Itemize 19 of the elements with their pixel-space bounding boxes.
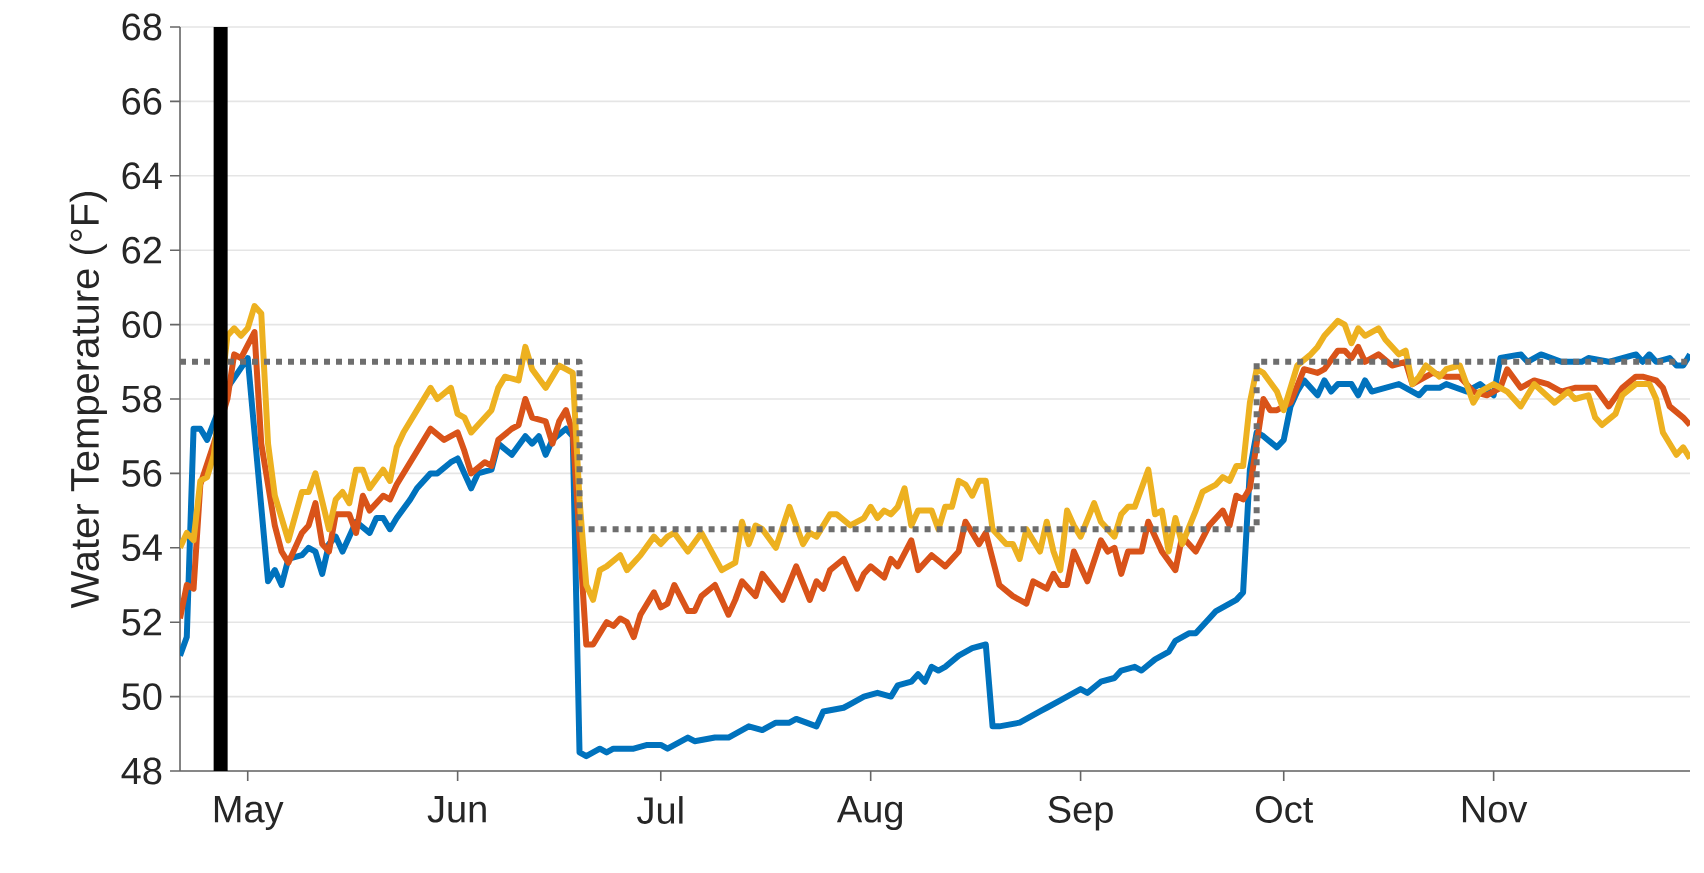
x-tick-label: Aug: [836, 796, 903, 831]
y-tick-label: 54: [122, 534, 162, 562]
x-tick-label: May: [214, 796, 284, 831]
y-tick-label: 68: [122, 13, 162, 41]
x-tick-label: Oct: [1255, 796, 1314, 823]
y-tick-label: 48: [121, 757, 162, 785]
y-tick-label: 60: [122, 311, 162, 339]
y-tick-label: 62: [122, 236, 162, 264]
y-tick-label: 56: [122, 459, 162, 487]
y-tick-label: 50: [122, 683, 162, 711]
x-tick-label: Jun: [427, 796, 486, 823]
y-tick-label: 64: [122, 162, 162, 190]
x-tick-label: Nov: [1462, 796, 1528, 823]
y-axis-title: Water Temperature (°F): [69, 191, 107, 609]
x-tick-label: Jul: [637, 796, 683, 824]
x-tick-label: Sep: [1048, 796, 1113, 831]
y-tick-label: 58: [122, 385, 162, 413]
y-tick-label: 66: [122, 87, 162, 115]
y-tick-label: 52: [122, 608, 162, 636]
